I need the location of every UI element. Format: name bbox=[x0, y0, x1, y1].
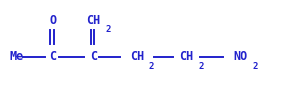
Text: NO: NO bbox=[234, 50, 248, 63]
Text: CH: CH bbox=[86, 14, 101, 27]
Text: 2: 2 bbox=[149, 62, 154, 71]
Text: 2: 2 bbox=[199, 62, 204, 71]
Text: CH: CH bbox=[179, 50, 194, 63]
Text: 2: 2 bbox=[252, 62, 258, 71]
Text: Me: Me bbox=[9, 50, 23, 63]
Text: C: C bbox=[90, 50, 97, 63]
Text: O: O bbox=[49, 14, 56, 27]
Text: CH: CH bbox=[130, 50, 144, 63]
Text: 2: 2 bbox=[105, 25, 111, 34]
Text: C: C bbox=[49, 50, 56, 63]
